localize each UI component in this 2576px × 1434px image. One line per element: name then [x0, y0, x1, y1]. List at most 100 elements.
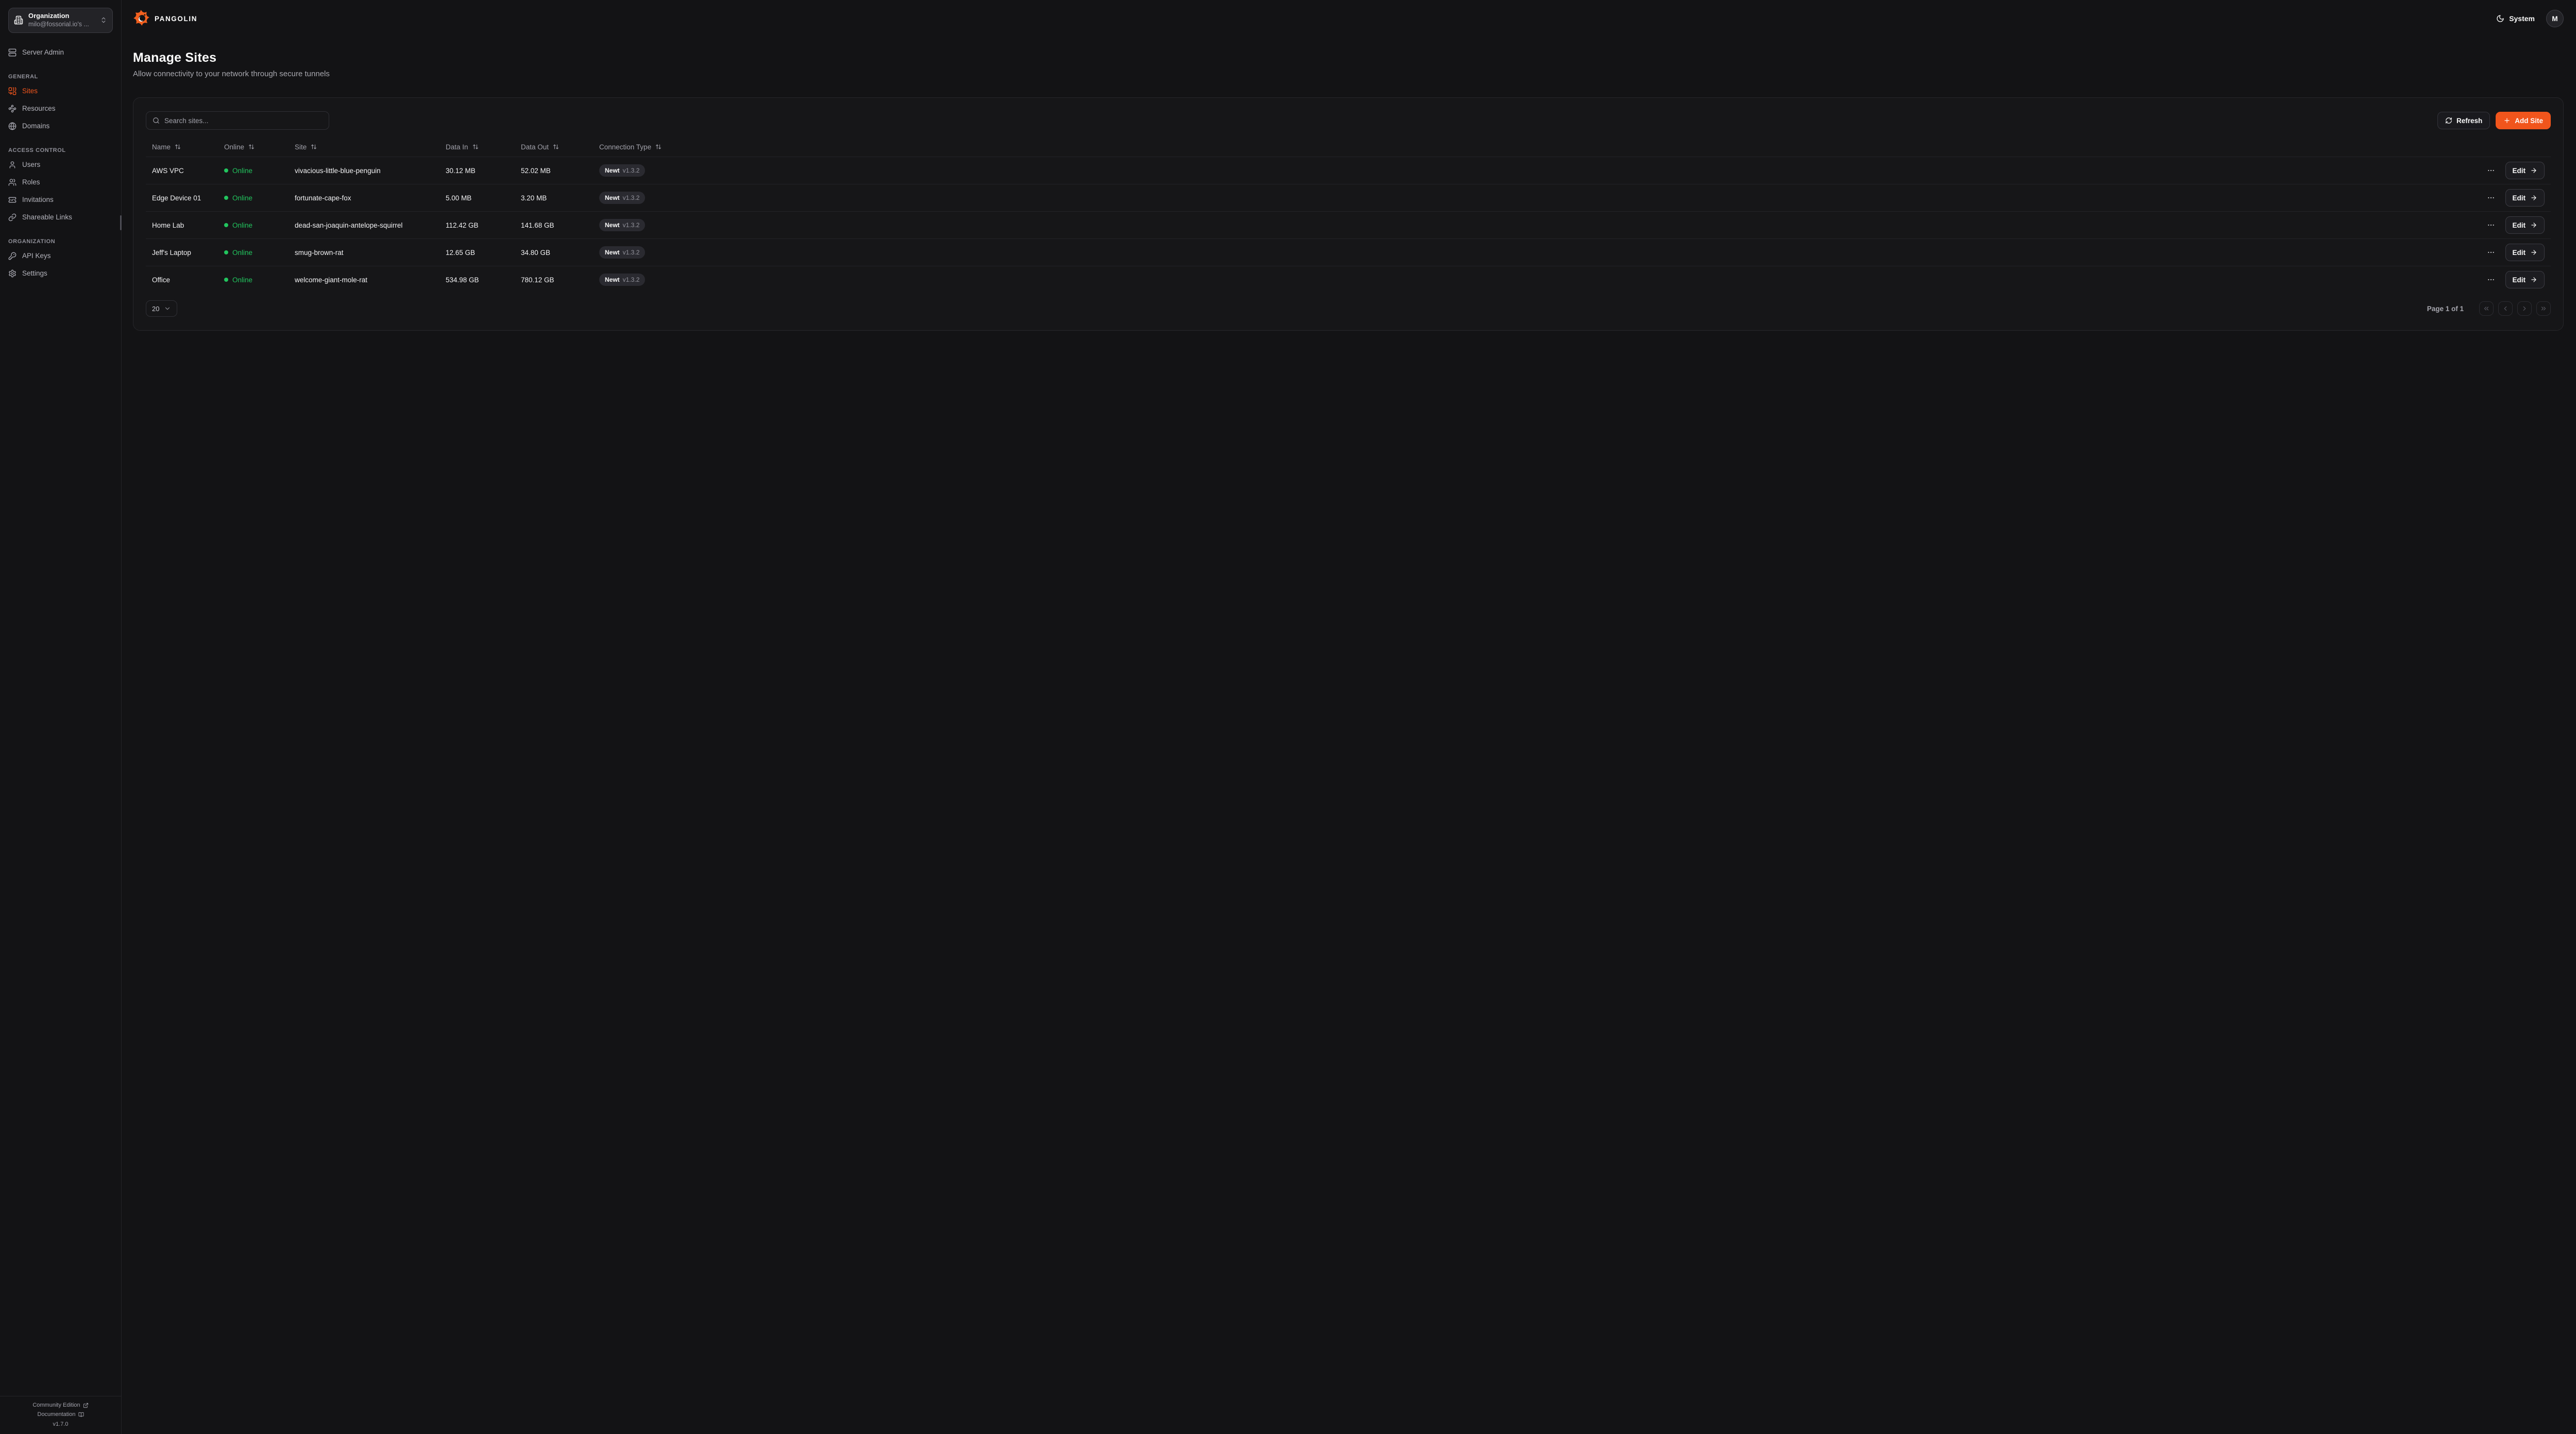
app-version: v1.7.0 [53, 1421, 69, 1427]
chevron-down-icon [164, 305, 171, 312]
section-label-access-control: ACCESS CONTROL [8, 147, 66, 153]
first-page-button[interactable] [2479, 301, 2494, 316]
last-page-button[interactable] [2536, 301, 2551, 316]
community-edition-link[interactable]: Community Edition [4, 1402, 117, 1408]
add-site-button[interactable]: Add Site [2496, 112, 2551, 129]
add-site-label: Add Site [2515, 116, 2543, 125]
connection-badge: Newt v1.3.2 [599, 274, 646, 286]
user-icon [8, 161, 16, 169]
sidebar-item-resources[interactable]: Resources [8, 100, 113, 117]
page-size-select[interactable]: 20 [146, 300, 178, 317]
org-selector-value: milo@fossorial.io's ... [28, 21, 89, 28]
column-header-online[interactable]: Online [224, 143, 295, 151]
search-box [146, 111, 329, 130]
column-header-name[interactable]: Name [152, 143, 224, 151]
sidebar-item-label: Users [22, 161, 41, 168]
refresh-button[interactable]: Refresh [2437, 112, 2490, 129]
edit-button[interactable]: Edit [2505, 162, 2545, 179]
sites-card: Refresh Add Site Name [133, 97, 2564, 331]
edit-label: Edit [2512, 221, 2526, 229]
edit-button[interactable]: Edit [2505, 189, 2545, 207]
gear-icon [8, 269, 16, 278]
column-header-site[interactable]: Site [295, 143, 446, 151]
sidebar-nav: Organization milo@fossorial.io's ... Ser… [0, 0, 121, 1396]
edit-button[interactable]: Edit [2505, 271, 2545, 288]
online-label: Online [232, 221, 253, 229]
edit-label: Edit [2512, 194, 2526, 202]
online-label: Online [232, 276, 253, 284]
arrow-right-icon [2530, 276, 2537, 283]
row-menu-button[interactable] [2485, 274, 2497, 286]
sidebar-item-label: API Keys [22, 252, 51, 260]
data-out: 52.02 MB [521, 166, 551, 175]
table-header-row: Name Online Site Data In [146, 137, 2551, 157]
org-selector[interactable]: Organization milo@fossorial.io's ... [8, 8, 113, 33]
nav-group-organization: API Keys Settings [8, 247, 113, 282]
book-open-icon [78, 1412, 84, 1418]
edit-button[interactable]: Edit [2505, 216, 2545, 234]
brand[interactable]: PANGOLIN [133, 9, 197, 28]
connection-name: Newt [605, 194, 620, 201]
sort-icon [311, 144, 317, 150]
row-menu-button[interactable] [2485, 219, 2497, 231]
search-input[interactable] [164, 116, 323, 125]
column-header-data-out[interactable]: Data Out [521, 143, 599, 151]
pagination-controls: Page 1 of 1 [2427, 301, 2551, 316]
sidebar-item-users[interactable]: Users [8, 156, 113, 174]
community-edition-label: Community Edition [32, 1402, 80, 1408]
connection-type-cell: Newt v1.3.2 [599, 274, 728, 286]
chevron-right-icon [2521, 305, 2528, 312]
org-selector-text: Organization milo@fossorial.io's ... [28, 12, 95, 29]
online-label: Online [232, 248, 253, 257]
nav-group-general: Sites Resources Domains [8, 82, 113, 135]
online-status: Online [224, 221, 295, 229]
documentation-link[interactable]: Documentation [4, 1411, 117, 1418]
edit-label: Edit [2512, 276, 2526, 284]
online-dot-icon [224, 168, 228, 173]
site-name: Home Lab [152, 221, 184, 229]
table-row: Home Lab Online dead-san-joaquin-antelop… [146, 211, 2551, 238]
row-actions: Edit [728, 244, 2545, 261]
next-page-button[interactable] [2517, 301, 2532, 316]
sidebar-item-settings[interactable]: Settings [8, 265, 113, 282]
topbar: PANGOLIN System M [133, 0, 2564, 37]
sidebar-item-sites[interactable]: Sites [8, 82, 113, 100]
arrow-right-icon [2530, 167, 2537, 174]
sidebar-item-roles[interactable]: Roles [8, 174, 113, 191]
row-actions: Edit [728, 216, 2545, 234]
sidebar-item-domains[interactable]: Domains [8, 117, 113, 135]
arrow-right-icon [2530, 249, 2537, 256]
sidebar-item-server-admin[interactable]: Server Admin [8, 44, 113, 61]
section-label-organization: ORGANIZATION [8, 238, 56, 245]
connection-badge: Newt v1.3.2 [599, 192, 646, 204]
sort-icon [175, 144, 181, 150]
chevrons-left-icon [2483, 305, 2490, 312]
connection-type-cell: Newt v1.3.2 [599, 164, 728, 177]
row-actions: Edit [728, 162, 2545, 179]
site-name: Edge Device 01 [152, 194, 201, 202]
sidebar-item-shareable-links[interactable]: Shareable Links [8, 209, 113, 226]
row-menu-button[interactable] [2485, 192, 2497, 204]
sidebar-scrollbar-thumb[interactable] [120, 215, 122, 230]
chevrons-up-down-icon [100, 16, 107, 24]
sort-icon [655, 144, 662, 150]
theme-toggle-button[interactable]: System [2496, 14, 2535, 23]
prev-page-button[interactable] [2498, 301, 2513, 316]
column-header-data-in[interactable]: Data In [446, 143, 521, 151]
edit-button[interactable]: Edit [2505, 244, 2545, 261]
sidebar: Organization milo@fossorial.io's ... Ser… [0, 0, 122, 1434]
data-out: 141.68 GB [521, 221, 554, 229]
sidebar-item-invitations[interactable]: Invitations [8, 191, 113, 209]
online-dot-icon [224, 223, 228, 227]
online-dot-icon [224, 250, 228, 254]
row-actions: Edit [728, 189, 2545, 207]
column-header-connection-type[interactable]: Connection Type [599, 143, 728, 151]
row-menu-button[interactable] [2485, 246, 2497, 259]
data-in: 12.65 GB [446, 248, 476, 257]
refresh-icon [2445, 117, 2452, 124]
sidebar-item-api-keys[interactable]: API Keys [8, 247, 113, 265]
user-avatar[interactable]: M [2546, 10, 2564, 27]
combine-icon [8, 87, 16, 95]
nav-group-access-control: Users Roles Invitations [8, 156, 113, 226]
row-menu-button[interactable] [2485, 164, 2497, 177]
